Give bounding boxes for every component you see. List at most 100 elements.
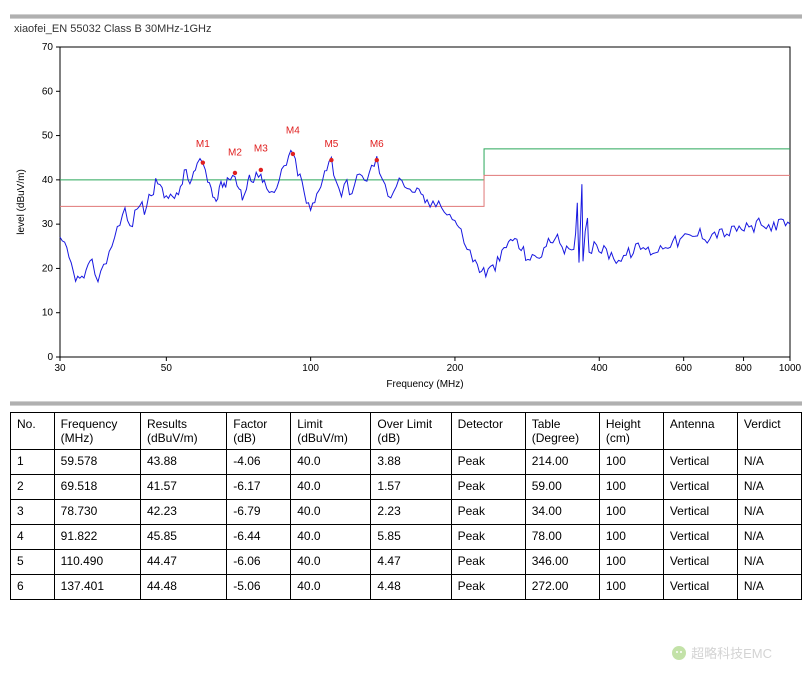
watermark-text: 超略科技EMC (691, 643, 772, 662)
svg-text:70: 70 (42, 42, 54, 53)
mid-rule (10, 401, 802, 406)
table-cell: 41.57 (140, 475, 226, 500)
table-row: 159.57843.88-4.0640.03.88Peak214.00100Ve… (11, 450, 802, 475)
svg-text:60: 60 (42, 86, 54, 97)
table-cell: -6.79 (227, 500, 291, 525)
wechat-icon (671, 645, 687, 661)
top-rule (10, 14, 802, 19)
table-cell: N/A (737, 450, 801, 475)
table-cell: 346.00 (525, 550, 599, 575)
table-cell: 43.88 (140, 450, 226, 475)
table-cell: 1.57 (371, 475, 451, 500)
table-cell: 100 (599, 550, 663, 575)
col-header: Detector (451, 413, 525, 450)
svg-text:200: 200 (447, 363, 464, 374)
table-cell: N/A (737, 475, 801, 500)
col-header: Verdict (737, 413, 801, 450)
table-cell: 2 (11, 475, 55, 500)
table-cell: 40.0 (291, 500, 371, 525)
table-cell: 44.47 (140, 550, 226, 575)
col-header: Over Limit(dB) (371, 413, 451, 450)
svg-text:50: 50 (42, 131, 54, 142)
table-cell: N/A (737, 550, 801, 575)
table-cell: Peak (451, 550, 525, 575)
col-header: No. (11, 413, 55, 450)
table-cell: 137.401 (54, 575, 140, 600)
table-cell: 91.822 (54, 525, 140, 550)
table-cell: N/A (737, 525, 801, 550)
table-header: No. Frequency(MHz)Results(dBuV/m)Factor(… (11, 413, 802, 450)
svg-text:20: 20 (42, 263, 54, 274)
watermark: 超略科技EMC (671, 643, 772, 662)
svg-text:800: 800 (735, 363, 752, 374)
col-header: Table(Degree) (525, 413, 599, 450)
svg-text:100: 100 (302, 363, 319, 374)
table-cell: 78.00 (525, 525, 599, 550)
col-header: Factor(dB) (227, 413, 291, 450)
svg-text:M6: M6 (370, 139, 384, 150)
table-cell: Vertical (663, 575, 737, 600)
table-cell: Peak (451, 450, 525, 475)
table-cell: N/A (737, 500, 801, 525)
table-cell: 5.85 (371, 525, 451, 550)
table-cell: Vertical (663, 500, 737, 525)
table-cell: 100 (599, 475, 663, 500)
table-row: 378.73042.23-6.7940.02.23Peak34.00100Ver… (11, 500, 802, 525)
chart-title: xiaofei_EN 55032 Class B 30MHz-1GHz (14, 23, 802, 35)
table-cell: -6.44 (227, 525, 291, 550)
table-cell: 100 (599, 500, 663, 525)
table-cell: 40.0 (291, 475, 371, 500)
chart: 01020304050607030501002004006008001000Fr… (10, 37, 802, 397)
table-cell: 1 (11, 450, 55, 475)
col-header: Frequency(MHz) (54, 413, 140, 450)
table-cell: 272.00 (525, 575, 599, 600)
table-cell: Peak (451, 525, 525, 550)
table-cell: 40.0 (291, 450, 371, 475)
results-table: No. Frequency(MHz)Results(dBuV/m)Factor(… (10, 412, 802, 600)
svg-text:30: 30 (54, 363, 66, 374)
table-cell: N/A (737, 575, 801, 600)
svg-text:M2: M2 (228, 148, 242, 159)
table-cell: Peak (451, 500, 525, 525)
table-cell: 4 (11, 525, 55, 550)
svg-text:0: 0 (47, 352, 53, 363)
table-cell: 45.85 (140, 525, 226, 550)
table-cell: 110.490 (54, 550, 140, 575)
col-header: Results(dBuV/m) (140, 413, 226, 450)
col-header: Antenna (663, 413, 737, 450)
svg-text:50: 50 (161, 363, 173, 374)
col-header: Height(cm) (599, 413, 663, 450)
table-cell: 40.0 (291, 575, 371, 600)
table-cell: 40.0 (291, 550, 371, 575)
table-cell: 100 (599, 575, 663, 600)
table-cell: -5.06 (227, 575, 291, 600)
svg-text:M5: M5 (324, 139, 338, 150)
table-cell: 5 (11, 550, 55, 575)
table-cell: 34.00 (525, 500, 599, 525)
table-row: 6137.40144.48-5.0640.04.48Peak272.00100V… (11, 575, 802, 600)
svg-text:10: 10 (42, 308, 54, 319)
table-cell: -4.06 (227, 450, 291, 475)
table-cell: 59.00 (525, 475, 599, 500)
svg-text:400: 400 (591, 363, 608, 374)
svg-text:M3: M3 (254, 143, 268, 154)
svg-text:600: 600 (675, 363, 692, 374)
table-cell: 78.730 (54, 500, 140, 525)
svg-text:40: 40 (42, 175, 54, 186)
table-cell: Vertical (663, 525, 737, 550)
table-cell: -6.06 (227, 550, 291, 575)
table-cell: 3 (11, 500, 55, 525)
table-cell: Peak (451, 475, 525, 500)
table-cell: Vertical (663, 550, 737, 575)
table-row: 491.82245.85-6.4440.05.85Peak78.00100Ver… (11, 525, 802, 550)
svg-text:M1: M1 (196, 139, 210, 150)
table-cell: 4.48 (371, 575, 451, 600)
table-cell: Peak (451, 575, 525, 600)
table-cell: 69.518 (54, 475, 140, 500)
table-cell: Vertical (663, 450, 737, 475)
table-cell: 59.578 (54, 450, 140, 475)
table-cell: 214.00 (525, 450, 599, 475)
svg-text:1000: 1000 (779, 363, 802, 374)
table-cell: 44.48 (140, 575, 226, 600)
col-header: Limit(dBuV/m) (291, 413, 371, 450)
